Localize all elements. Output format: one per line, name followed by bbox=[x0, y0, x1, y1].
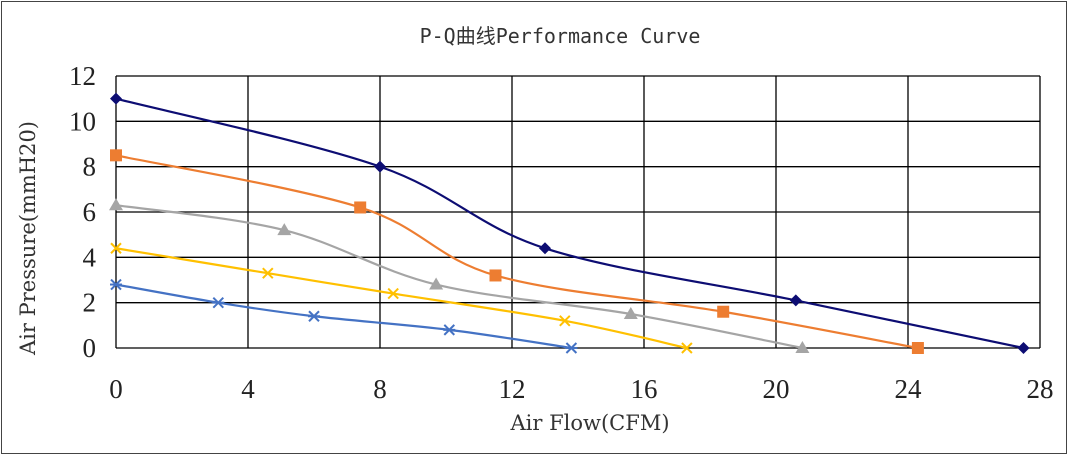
x-tick-label: 24 bbox=[895, 374, 923, 404]
x-marker-stroke bbox=[559, 315, 571, 327]
y-tick-label: 4 bbox=[83, 242, 97, 272]
asterisk-marker bbox=[565, 342, 578, 354]
x-marker-stroke bbox=[262, 267, 274, 279]
square-marker bbox=[911, 342, 924, 354]
y-tick-label: 10 bbox=[69, 106, 96, 136]
x-marker bbox=[681, 342, 693, 354]
x-marker-stroke bbox=[681, 342, 693, 354]
x-tick-label: 0 bbox=[109, 374, 123, 404]
x-tick-label: 20 bbox=[763, 374, 790, 404]
square-marker bbox=[110, 149, 122, 162]
series-2-line bbox=[115, 154, 919, 350]
triangle-marker bbox=[429, 277, 444, 290]
diamond-marker bbox=[539, 242, 551, 255]
plot-grid bbox=[115, 75, 1041, 349]
x-marker-stroke bbox=[387, 287, 399, 300]
x-marker bbox=[559, 315, 571, 327]
series-2 bbox=[110, 149, 924, 354]
square-marker bbox=[354, 201, 367, 214]
series-5-line bbox=[115, 283, 572, 350]
asterisk-marker bbox=[308, 310, 320, 322]
x-tick-label: 12 bbox=[499, 374, 526, 404]
square-marker bbox=[717, 305, 730, 318]
triangle-marker bbox=[109, 198, 123, 211]
x-marker-stroke bbox=[110, 242, 122, 254]
x-tick-label: 28 bbox=[1027, 374, 1054, 404]
diamond-marker bbox=[789, 294, 802, 307]
series-3-line bbox=[115, 204, 803, 350]
series-3 bbox=[109, 198, 810, 353]
asterisk-marker bbox=[212, 296, 225, 309]
triangle-marker bbox=[795, 341, 810, 353]
series-layer bbox=[109, 92, 1030, 354]
asterisk-marker bbox=[443, 324, 456, 336]
y-tick-label: 12 bbox=[69, 61, 96, 91]
x-marker bbox=[387, 287, 399, 300]
y-tick-label: 8 bbox=[83, 152, 97, 182]
triangle-marker bbox=[623, 307, 638, 319]
x-marker bbox=[110, 242, 122, 254]
series-1 bbox=[110, 92, 1030, 354]
chart-title: P-Q曲线Performance Curve bbox=[420, 24, 701, 48]
x-marker bbox=[262, 267, 274, 279]
y-tick-label: 2 bbox=[83, 288, 97, 318]
triangle-marker bbox=[277, 223, 292, 236]
y-tick-label: 0 bbox=[83, 333, 97, 363]
diamond-marker bbox=[110, 92, 122, 105]
diamond-marker bbox=[1017, 342, 1030, 354]
x-tick-label: 4 bbox=[241, 374, 255, 404]
square-marker bbox=[489, 269, 502, 282]
x-tick-label: 16 bbox=[631, 374, 658, 404]
asterisk-marker bbox=[110, 278, 122, 291]
series-5 bbox=[110, 278, 578, 354]
x-tick-label: 8 bbox=[373, 374, 387, 404]
x-axis-label: Air Flow(CFM) bbox=[509, 411, 669, 435]
y-tick-label: 6 bbox=[83, 197, 97, 227]
diamond-marker bbox=[374, 160, 386, 173]
y-axis-label: Air Pressure(mmH20) bbox=[16, 121, 40, 356]
series-4 bbox=[110, 242, 693, 354]
